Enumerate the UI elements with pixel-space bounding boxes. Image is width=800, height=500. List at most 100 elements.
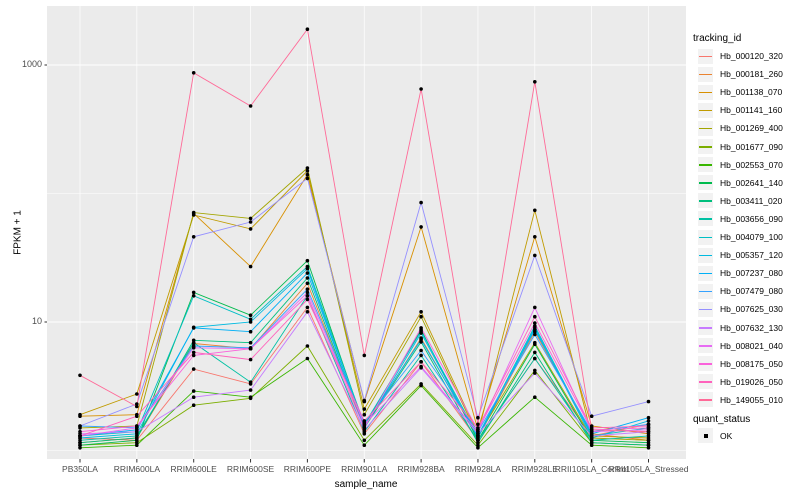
y-axis-title: FPKM + 1	[12, 210, 24, 255]
data-point	[533, 253, 537, 258]
legend-label: Hb_007479_080	[720, 286, 783, 297]
line-swatch-icon	[699, 290, 712, 293]
data-point	[419, 348, 423, 353]
legend-key-box	[698, 247, 713, 263]
legend-label: Hb_001677_090	[720, 141, 783, 152]
legend-key-box	[698, 338, 713, 354]
x-tick-label-RRII105LA_Stressed: RRII105LA_Stressed	[608, 464, 689, 474]
legend-label: Hb_001138_070	[720, 87, 783, 98]
data-point	[191, 350, 196, 355]
data-point	[135, 424, 139, 428]
data-point	[305, 305, 310, 310]
legend-label: Hb_000120_320	[720, 51, 783, 61]
legend-label: Hb_005357_120	[720, 250, 783, 261]
data-point	[305, 310, 310, 314]
legend-label: Hb_003656_090	[720, 213, 783, 224]
x-axis-title: sample_name	[334, 479, 398, 490]
x-tick-label-RRIM600LE: RRIM600LE	[170, 464, 217, 474]
legend-key-box	[698, 120, 713, 136]
data-point	[419, 331, 423, 335]
data-point	[646, 446, 651, 450]
data-point	[191, 346, 196, 350]
legend-key-box	[698, 102, 713, 118]
x-tick-label-RRIM600LA: RRIM600LA	[113, 464, 160, 474]
legend-key-box	[698, 356, 713, 372]
data-point	[476, 446, 480, 450]
data-point	[305, 281, 310, 286]
data-point	[533, 371, 537, 375]
data-point	[248, 227, 253, 231]
line-swatch-icon	[699, 236, 712, 239]
data-point	[589, 434, 594, 438]
legend-key-box	[698, 428, 713, 443]
data-point	[191, 353, 196, 358]
data-point	[191, 367, 196, 371]
data-point	[191, 326, 196, 330]
data-point	[362, 422, 367, 427]
data-point	[533, 350, 537, 355]
data-point	[305, 344, 310, 348]
data-point	[191, 235, 196, 239]
data-point	[248, 220, 253, 224]
data-point	[248, 380, 253, 385]
data-point	[248, 340, 253, 345]
data-point	[78, 443, 82, 448]
data-point	[533, 368, 537, 373]
line-swatch-icon	[699, 91, 712, 94]
data-point	[419, 383, 423, 388]
data-point	[476, 443, 480, 448]
data-point	[476, 422, 480, 427]
data-point	[646, 419, 651, 423]
data-point	[533, 305, 537, 310]
data-point	[305, 276, 310, 280]
data-point	[305, 290, 310, 295]
line-swatch-icon	[699, 308, 712, 311]
legend-label: Hb_002553_070	[720, 159, 783, 170]
data-point	[78, 424, 82, 428]
data-point	[533, 395, 537, 400]
data-point	[191, 294, 196, 298]
y-tick-label-10: 10	[31, 316, 42, 326]
line-swatch-icon	[699, 73, 712, 76]
data-point	[248, 216, 253, 221]
panel-background	[47, 6, 686, 459]
data-point	[589, 443, 594, 448]
x-tick-label-PB350LA: PB350LA	[62, 464, 98, 474]
data-point	[248, 357, 253, 362]
line-swatch-icon	[699, 146, 712, 148]
data-point	[78, 434, 82, 438]
data-point	[191, 210, 196, 215]
data-point	[191, 403, 196, 408]
x-tick-label-RRIM928LA: RRIM928LA	[454, 464, 502, 474]
legend-label: Hb_001141_160	[720, 105, 783, 116]
data-point	[305, 356, 310, 361]
data-point	[305, 27, 310, 32]
line-swatch-icon	[699, 345, 712, 347]
data-point	[135, 443, 139, 448]
data-point	[362, 353, 367, 358]
data-point	[646, 434, 651, 438]
data-point	[305, 297, 310, 302]
legend-key-box	[698, 320, 713, 335]
data-point	[533, 342, 537, 347]
data-point	[305, 166, 310, 170]
data-point	[589, 428, 594, 432]
x-tick-label-RRIM928BA: RRIM928BA	[397, 464, 445, 474]
data-point	[248, 317, 253, 322]
data-point	[248, 313, 253, 318]
data-point	[191, 395, 196, 400]
line-swatch-icon	[699, 127, 712, 130]
data-point	[135, 404, 139, 409]
legend-title-tracking-id: tracking_id	[693, 33, 742, 44]
line-swatch-icon	[699, 200, 712, 202]
data-point	[362, 419, 367, 423]
data-point	[305, 172, 310, 177]
legend-label: Hb_007237_080	[720, 268, 783, 279]
line-swatch-icon	[699, 327, 712, 329]
legend-key-box	[698, 66, 713, 82]
legend-label: Hb_008175_050	[720, 358, 783, 369]
line-swatch-icon	[699, 363, 712, 365]
data-point	[135, 429, 139, 434]
data-point	[248, 264, 253, 269]
x-tick-label-RRII105LA_Control: RRII105LA_Control	[554, 464, 629, 474]
